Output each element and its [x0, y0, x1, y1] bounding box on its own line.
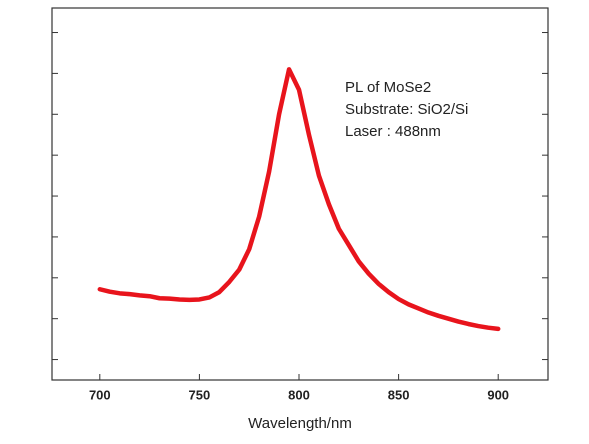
x-tick-label: 700	[89, 387, 111, 402]
x-axis-label: Wavelength/nm	[248, 415, 352, 432]
annotation: PL of MoSe2	[345, 79, 431, 96]
x-tick-label: 750	[189, 387, 211, 402]
annotation: Laser : 488nm	[345, 123, 441, 140]
x-tick-label: 850	[388, 387, 410, 402]
plot-frame	[51, 7, 549, 381]
annotation: Substrate: SiO2/Si	[345, 101, 468, 118]
x-tick-label: 900	[487, 387, 509, 402]
x-tick-label: 800	[288, 387, 310, 402]
spectrum-line	[97, 67, 501, 332]
